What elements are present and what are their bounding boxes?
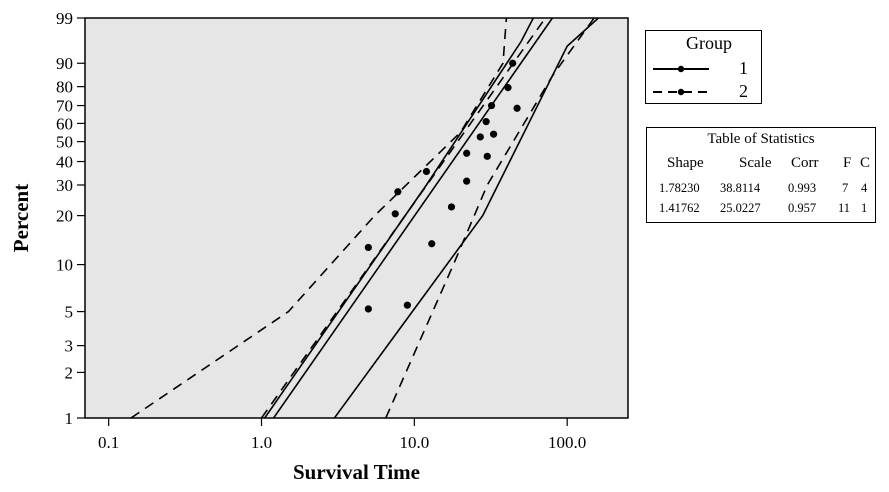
cell: 38.8114 [720,181,761,195]
legend-entry-group-2: 2 [646,81,761,103]
cell: 7 [842,181,849,195]
x-tick-label: 1.0 [251,433,272,452]
legend-label: 1 [739,58,748,78]
y-tick-label: 80 [56,78,73,97]
cell: 25.0227 [720,201,761,215]
y-tick-label: 30 [56,176,73,195]
y-tick-label: 2 [65,363,74,382]
cell: 11 [838,201,851,215]
series-2-point [509,59,517,67]
column-header: F [843,155,852,171]
column-header: C [860,155,871,171]
statistics-table-title: Table of Statistics [707,131,815,147]
series-1-point [428,240,436,248]
column-header: Shape [667,155,704,171]
series-1-point [403,301,411,309]
y-tick-label: 5 [65,303,74,322]
y-tick-label: 40 [56,153,73,172]
series-1-confidence-band-lower [333,18,599,418]
series-2-point [476,133,484,141]
series-2-point [394,188,402,196]
y-tick-label: 1 [65,409,74,428]
series-2-point [463,149,471,157]
x-tick-label: 10.0 [399,433,429,452]
cell: 4 [861,181,868,195]
series-2-point [487,101,496,110]
x-tick-label: 0.1 [98,433,119,452]
x-axis-title: Survival Time [293,460,420,484]
cell: 0.993 [788,181,817,195]
series-2-point [422,167,431,176]
x-tick-label: 100.0 [548,433,586,452]
series-1-point [504,84,512,92]
y-tick-label: 99 [56,9,73,28]
y-tick-label: 3 [65,337,74,356]
cell: 1 [861,201,868,215]
y-tick-label: 60 [56,114,73,133]
series-1-point [463,177,471,185]
series-1-confidence-band-upper [264,18,535,418]
y-tick-label: 70 [56,97,73,116]
legend: Group 1 2 [645,30,762,104]
y-axis-title: Percent [9,184,33,252]
cell: 1.78230 [659,181,700,195]
series-1-point [447,203,456,211]
series-2-fit-line [260,18,547,418]
series-1-point [483,152,491,160]
y-tick-label: 90 [56,54,73,73]
y-tick-label: 50 [56,133,73,152]
y-tick-label: 20 [56,207,73,226]
series-2-point [513,104,521,112]
statistics-table-row: 1.78230 38.8114 0.993 7 4 [647,181,875,199]
cell: 0.957 [788,201,817,215]
series-2-point [364,243,372,252]
series-2-confidence-band-upper [130,18,508,418]
statistics-table: Table of Statistics Shape Scale Corr F C… [646,127,876,223]
plot-area [84,17,629,419]
column-header: Corr [791,155,819,171]
series-1-point [489,130,498,138]
column-header: Scale [739,155,772,171]
series-2-point [482,118,490,126]
legend-solid-line-icon [653,65,709,73]
legend-entry-group-1: 1 [646,58,761,80]
y-tick-label: 10 [56,256,73,275]
series-1-fit-line [272,18,554,418]
legend-dashed-line-icon [653,88,709,96]
cell: 1.41762 [659,201,700,215]
series-2-confidence-band-lower [385,18,595,418]
statistics-table-header: Shape Scale Corr F C [647,155,875,175]
series-2-point [364,305,372,313]
statistics-table-row: 1.41762 25.0227 0.957 11 1 [647,201,875,219]
legend-label: 2 [739,81,748,101]
series-2-point [391,210,399,218]
legend-title: Group [686,33,732,53]
